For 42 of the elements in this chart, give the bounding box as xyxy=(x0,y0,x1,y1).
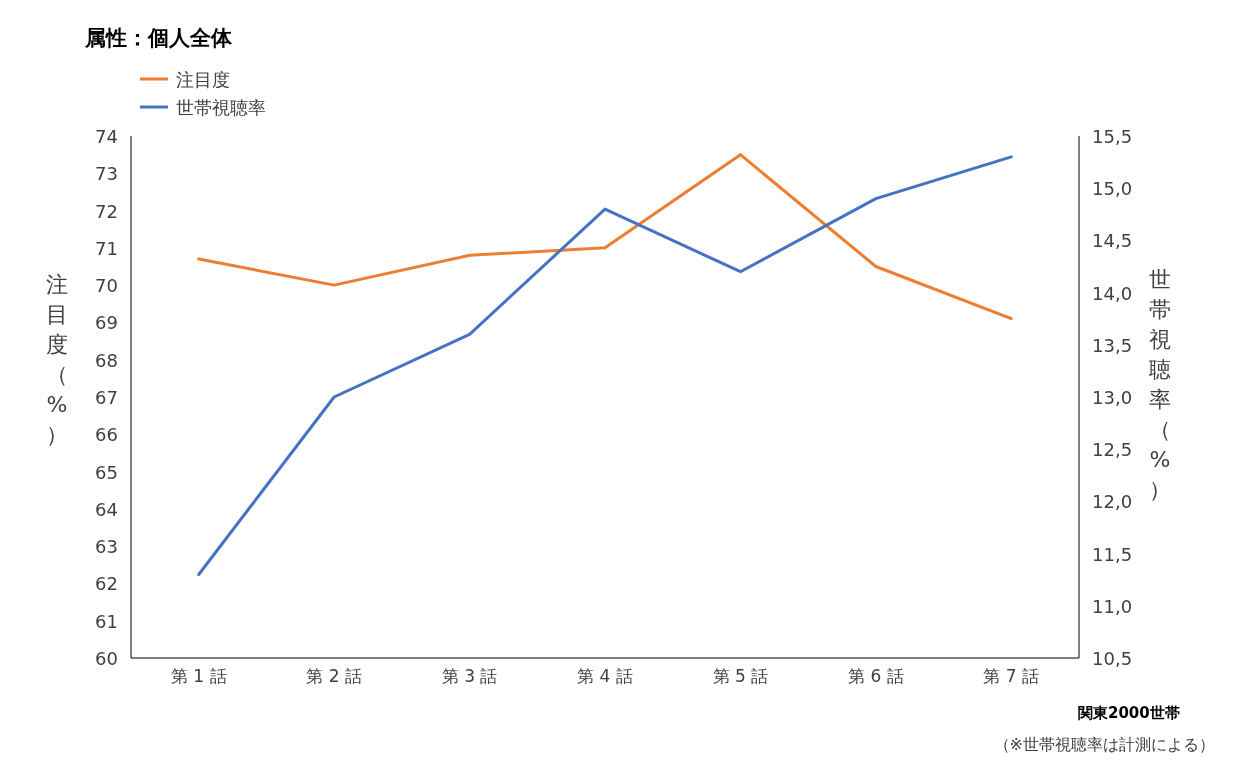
x-tick-label: 第 4 話 xyxy=(577,666,633,686)
y2-tick-label: 12,5 xyxy=(1092,439,1133,461)
x-tick-label: 第 3 話 xyxy=(441,666,498,686)
y2-tick-label: 10,5 xyxy=(1092,648,1133,669)
y2-tick-label: 15,0 xyxy=(1092,178,1133,200)
y-tick-label: 61 xyxy=(95,610,118,632)
y-tick-label: 62 xyxy=(95,573,118,595)
x-tick-label: 第 2 話 xyxy=(306,666,362,686)
y2-tick-label: 12,0 xyxy=(1092,491,1133,513)
y-tick-label: 70 xyxy=(95,275,118,297)
y-tick-label: 60 xyxy=(95,648,118,669)
chart-title: 属性：個人全体 xyxy=(84,26,233,50)
y2-axis-title: 世帯視聴率（%） xyxy=(1149,267,1171,502)
y2-tick-label: 11,5 xyxy=(1092,543,1133,565)
x-tick-label: 第 7 話 xyxy=(983,666,1040,686)
x-tick-label: 第 6 話 xyxy=(848,666,904,686)
y-tick-label: 67 xyxy=(95,387,118,408)
x-tick-label: 第 5 話 xyxy=(712,666,769,686)
text: 関東2000世帯 xyxy=(1078,704,1180,722)
y-tick-label: 64 xyxy=(95,498,118,520)
line-series xyxy=(197,155,1013,576)
legend-label: 注目度 xyxy=(176,69,230,90)
y-tick-label: 72 xyxy=(95,200,118,222)
y-tick-label: 63 xyxy=(95,536,118,558)
y-tick-label: 65 xyxy=(95,461,118,483)
y2-tick-label: 13,0 xyxy=(1092,387,1133,408)
text: （※世帯視聴率は計測による） xyxy=(993,735,1215,754)
y2-tick-label: 14,5 xyxy=(1092,230,1133,252)
y2-tick-label: 15,5 xyxy=(1092,126,1133,147)
y2-tick-label: 11,0 xyxy=(1092,595,1133,617)
y-tick-label: 73 xyxy=(95,163,118,185)
x-tick-label: 第 1 話 xyxy=(170,666,227,686)
line-series xyxy=(197,153,1013,321)
y2-tick-label: 13,5 xyxy=(1092,334,1133,356)
legend-label: 世帯視聴率 xyxy=(176,97,266,118)
y-tick-label: 66 xyxy=(95,424,118,446)
y-tick-label: 68 xyxy=(95,349,118,371)
y-tick-label: 71 xyxy=(95,237,118,259)
y2-tick-label: 14,0 xyxy=(1092,282,1133,304)
y-axis-title: 注目度（%） xyxy=(46,272,68,447)
y-tick-label: 69 xyxy=(95,312,118,334)
y-tick-label: 74 xyxy=(95,126,118,147)
